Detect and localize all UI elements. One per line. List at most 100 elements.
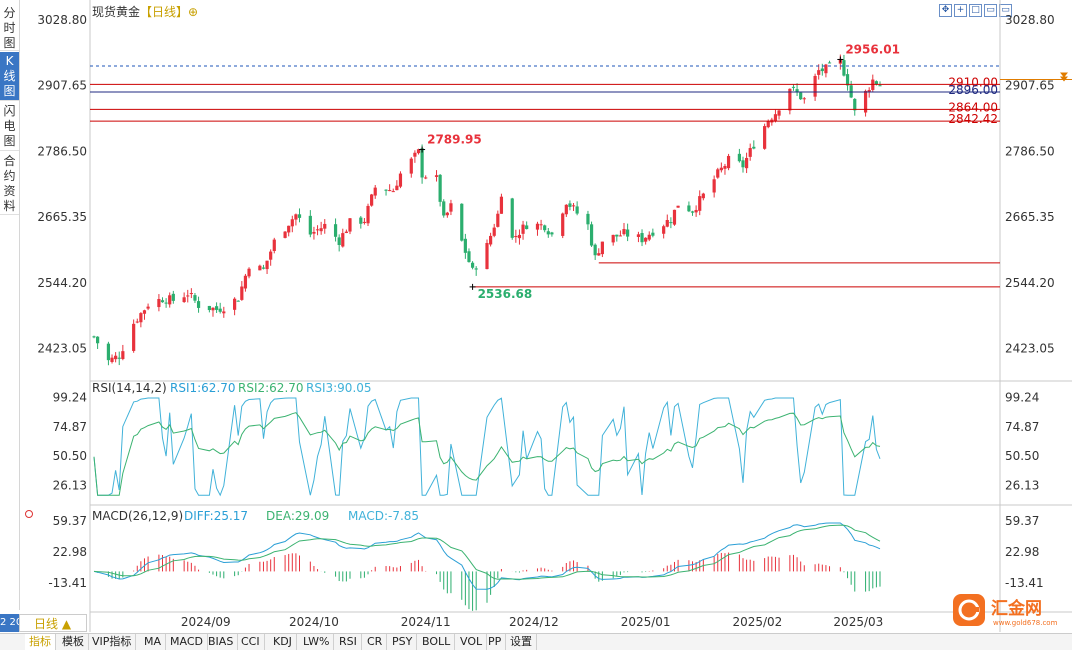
candle-body: [315, 229, 320, 231]
diff-line: [93, 522, 881, 590]
candle-body: [499, 196, 504, 214]
instrument-name: 现货黄金: [92, 5, 141, 19]
candle-body: [366, 205, 370, 224]
candle-body: [550, 232, 554, 235]
indicator-tab-cr[interactable]: CR: [363, 634, 388, 650]
indicator-tab-kdj[interactable]: KDJ: [269, 634, 297, 650]
chevron-up-icon: ▲: [61, 617, 72, 631]
candle-body: [824, 64, 828, 74]
candle-body: [571, 205, 576, 207]
candle-body: [694, 209, 698, 213]
candle-body: [333, 224, 338, 237]
candle-body: [449, 203, 453, 212]
candle-body: [106, 343, 111, 361]
candle-body: [752, 146, 756, 149]
macd-y-tick: -13.41: [1005, 576, 1044, 590]
indicator-tab-0[interactable]: 指标: [25, 634, 56, 650]
rsi-legend: RSI1:62.70: [170, 381, 236, 395]
crosshair-icon[interactable]: +: [954, 4, 967, 17]
indicator-tab-vol[interactable]: VOL: [456, 634, 488, 650]
tab-contract-info[interactable]: 合约资料: [0, 152, 19, 215]
candle-body: [391, 191, 395, 193]
x-tick-label: 2025/01: [621, 615, 671, 629]
candle-body: [132, 323, 136, 351]
candle-body: [636, 234, 641, 237]
rsi-y-tick: 50.50: [1005, 449, 1039, 463]
candle-body: [525, 225, 529, 230]
candle-body: [575, 206, 579, 214]
candle-body: [672, 209, 677, 225]
indicator-tab-lw[interactable]: LW%: [299, 634, 335, 650]
candle-body: [96, 336, 100, 344]
tab-flash[interactable]: 闪电图: [0, 102, 19, 151]
candle-body: [842, 60, 846, 76]
indicator-tab-pp[interactable]: PP: [484, 634, 507, 650]
gold678-logo: 汇金网 www.gold678.com: [953, 592, 1058, 628]
indicator-tab-vip[interactable]: VIP指标: [88, 634, 137, 650]
indicator-tab-1[interactable]: 模板: [58, 634, 89, 650]
candle-body: [597, 253, 601, 256]
candle-body: [467, 251, 471, 263]
indicator-tab-psy[interactable]: PSY: [388, 634, 418, 650]
candle-body: [626, 229, 630, 237]
indicator-tab-ma[interactable]: MA: [140, 634, 167, 650]
indicator-tab-boll[interactable]: BOLL: [418, 634, 456, 650]
move-icon[interactable]: ✥: [939, 4, 952, 17]
candle-body: [748, 148, 752, 157]
tab-timeshare[interactable]: 分时图: [0, 4, 19, 51]
current-price-marker: [1060, 72, 1068, 82]
candle-body: [799, 92, 803, 100]
candle-body: [698, 196, 702, 211]
level-label: 2842.42: [948, 112, 998, 126]
candle-body: [788, 88, 792, 111]
candle-body: [211, 307, 215, 311]
candle-body: [413, 152, 417, 157]
candle-body: [561, 213, 565, 236]
candle-body: [218, 308, 222, 312]
rsi-legend: RSI3:90.05: [306, 381, 372, 395]
indicator-tab-cci[interactable]: CCI: [237, 634, 265, 650]
period-selector[interactable]: 日线 ▲: [19, 614, 87, 632]
rsi-legend: RSI2:62.70: [238, 381, 304, 395]
candle-body: [269, 251, 273, 260]
rsi2-line: [93, 412, 881, 496]
chart-toolbar: ✥ + □ ▭ ▭: [939, 1, 1014, 17]
indicator-tab-macd[interactable]: MACD: [166, 634, 208, 650]
candle-body: [323, 223, 327, 229]
candle-body: [496, 213, 500, 227]
candle-body: [741, 160, 745, 168]
candle-body: [546, 231, 550, 235]
candle-body: [665, 220, 669, 227]
candle-body: [817, 70, 821, 75]
candle-body: [521, 224, 525, 234]
layout-icon[interactable]: □: [969, 4, 982, 17]
macd-legend: DEA:29.09: [266, 509, 329, 523]
zoom-in-icon[interactable]: ▭: [984, 4, 997, 17]
extreme-label: 2956.01: [845, 42, 900, 56]
candle-body: [233, 298, 237, 310]
indicator-tab-15[interactable]: 设置: [506, 634, 537, 650]
x-tick-label: 2025/03: [833, 615, 883, 629]
candle-body: [359, 217, 363, 224]
period-selector-label: 日线: [34, 617, 59, 631]
level-label: 2910.00: [948, 75, 998, 89]
level-label: 2864.00: [948, 100, 998, 114]
indicator-tab-bar: 指标 模板 VIP指标 MA MACD BIAS CCI KDJ LW% RSI CR PSY BOLL…: [0, 633, 1072, 650]
add-indicator-icon[interactable]: ⊕: [188, 5, 199, 19]
candle-body: [290, 219, 294, 227]
candle-body: [348, 218, 352, 232]
y-tick-label: 3028.80: [1005, 13, 1055, 27]
candle-body: [492, 227, 496, 236]
candle-body: [701, 193, 705, 199]
candle-body: [795, 89, 799, 93]
indicator-tab-rsi[interactable]: RSI: [335, 634, 362, 650]
indicator-tab-bias[interactable]: BIAS: [204, 634, 239, 650]
rsi-y-tick: 99.24: [53, 391, 87, 405]
candle-body: [308, 215, 312, 235]
rsi-y-tick: 74.87: [53, 420, 87, 434]
x-tick-label: 2024/12: [509, 615, 559, 629]
candle-body: [171, 293, 175, 301]
candle-body: [744, 157, 749, 169]
